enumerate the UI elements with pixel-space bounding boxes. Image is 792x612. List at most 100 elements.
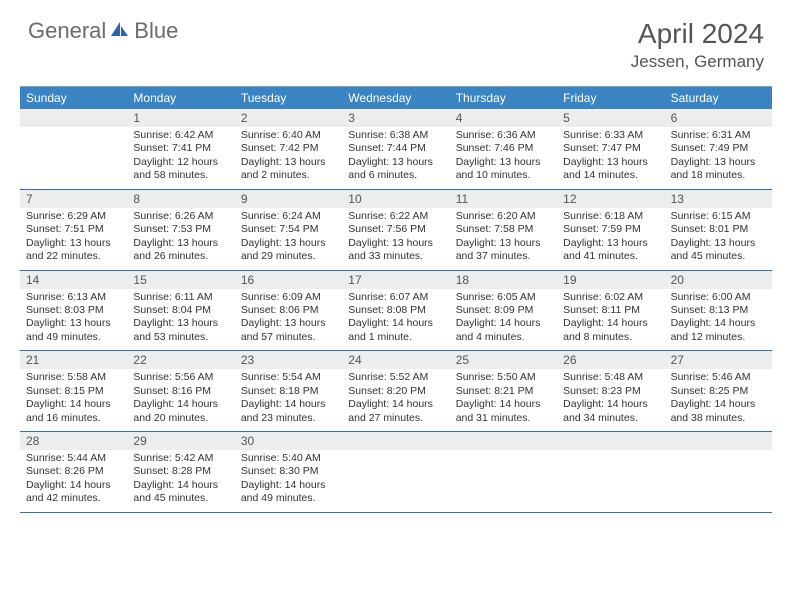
day-number: 12 (557, 190, 664, 208)
calendar: SundayMondayTuesdayWednesdayThursdayFrid… (20, 86, 772, 513)
title-block: April 2024 Jessen, Germany (631, 18, 764, 72)
day-number: 26 (557, 351, 664, 369)
brand-part1: General (28, 18, 106, 44)
daylight-text: Daylight: 13 hours and 2 minutes. (241, 156, 336, 183)
daylight-text: Daylight: 13 hours and 37 minutes. (456, 237, 551, 264)
day-number-row: 78910111213 (20, 190, 772, 208)
day-number: 4 (450, 109, 557, 127)
sail-icon (110, 20, 130, 43)
header: General Blue April 2024 Jessen, Germany (0, 0, 792, 80)
daylight-text: Daylight: 13 hours and 45 minutes. (671, 237, 766, 264)
day-cell: Sunrise: 6:11 AMSunset: 8:04 PMDaylight:… (127, 289, 234, 351)
sunset-text: Sunset: 8:28 PM (133, 465, 228, 478)
day-cell: Sunrise: 6:33 AMSunset: 7:47 PMDaylight:… (557, 127, 664, 189)
month-title: April 2024 (631, 18, 764, 50)
day-cell: Sunrise: 6:40 AMSunset: 7:42 PMDaylight:… (235, 127, 342, 189)
day-cell: Sunrise: 6:02 AMSunset: 8:11 PMDaylight:… (557, 289, 664, 351)
day-cell: Sunrise: 6:09 AMSunset: 8:06 PMDaylight:… (235, 289, 342, 351)
sunset-text: Sunset: 7:53 PM (133, 223, 228, 236)
weekday-header: Friday (557, 87, 664, 109)
day-number: 1 (127, 109, 234, 127)
sunrise-text: Sunrise: 6:26 AM (133, 210, 228, 223)
daylight-text: Daylight: 13 hours and 49 minutes. (26, 317, 121, 344)
daylight-text: Daylight: 13 hours and 10 minutes. (456, 156, 551, 183)
sunset-text: Sunset: 8:08 PM (348, 304, 443, 317)
sunrise-text: Sunrise: 6:33 AM (563, 129, 658, 142)
sunrise-text: Sunrise: 5:44 AM (26, 452, 121, 465)
day-number: 7 (20, 190, 127, 208)
day-number: 29 (127, 432, 234, 450)
daylight-text: Daylight: 13 hours and 41 minutes. (563, 237, 658, 264)
day-cell: Sunrise: 6:07 AMSunset: 8:08 PMDaylight:… (342, 289, 449, 351)
day-number-row: 282930 (20, 432, 772, 450)
sunset-text: Sunset: 8:25 PM (671, 385, 766, 398)
daylight-text: Daylight: 14 hours and 1 minute. (348, 317, 443, 344)
sunrise-text: Sunrise: 6:18 AM (563, 210, 658, 223)
day-number: 18 (450, 271, 557, 289)
sunset-text: Sunset: 7:47 PM (563, 142, 658, 155)
sunrise-text: Sunrise: 6:40 AM (241, 129, 336, 142)
day-number (20, 109, 127, 127)
day-number: 17 (342, 271, 449, 289)
day-cell: Sunrise: 5:56 AMSunset: 8:16 PMDaylight:… (127, 369, 234, 431)
sunset-text: Sunset: 8:13 PM (671, 304, 766, 317)
sunrise-text: Sunrise: 5:42 AM (133, 452, 228, 465)
sunrise-text: Sunrise: 6:09 AM (241, 291, 336, 304)
day-cell: Sunrise: 5:58 AMSunset: 8:15 PMDaylight:… (20, 369, 127, 431)
sunset-text: Sunset: 7:58 PM (456, 223, 551, 236)
day-cell: Sunrise: 5:50 AMSunset: 8:21 PMDaylight:… (450, 369, 557, 431)
sunrise-text: Sunrise: 6:31 AM (671, 129, 766, 142)
day-number (557, 432, 664, 450)
day-number (450, 432, 557, 450)
day-number: 21 (20, 351, 127, 369)
day-number: 6 (665, 109, 772, 127)
sunrise-text: Sunrise: 5:54 AM (241, 371, 336, 384)
sunrise-text: Sunrise: 6:00 AM (671, 291, 766, 304)
day-number: 9 (235, 190, 342, 208)
sunrise-text: Sunrise: 6:29 AM (26, 210, 121, 223)
sunrise-text: Sunrise: 6:05 AM (456, 291, 551, 304)
daylight-text: Daylight: 14 hours and 31 minutes. (456, 398, 551, 425)
sunrise-text: Sunrise: 6:22 AM (348, 210, 443, 223)
weekday-header: Sunday (20, 87, 127, 109)
sunset-text: Sunset: 8:20 PM (348, 385, 443, 398)
sunset-text: Sunset: 7:49 PM (671, 142, 766, 155)
day-number: 19 (557, 271, 664, 289)
day-cell (665, 450, 772, 512)
sunrise-text: Sunrise: 5:50 AM (456, 371, 551, 384)
daylight-text: Daylight: 13 hours and 33 minutes. (348, 237, 443, 264)
day-number: 27 (665, 351, 772, 369)
sunset-text: Sunset: 7:46 PM (456, 142, 551, 155)
day-cell (557, 450, 664, 512)
sunset-text: Sunset: 8:21 PM (456, 385, 551, 398)
day-number: 5 (557, 109, 664, 127)
sunrise-text: Sunrise: 6:15 AM (671, 210, 766, 223)
day-number: 25 (450, 351, 557, 369)
daylight-text: Daylight: 13 hours and 57 minutes. (241, 317, 336, 344)
sunset-text: Sunset: 7:56 PM (348, 223, 443, 236)
day-cell: Sunrise: 6:20 AMSunset: 7:58 PMDaylight:… (450, 208, 557, 270)
week-row: Sunrise: 5:58 AMSunset: 8:15 PMDaylight:… (20, 369, 772, 432)
day-cell: Sunrise: 6:00 AMSunset: 8:13 PMDaylight:… (665, 289, 772, 351)
day-cell (342, 450, 449, 512)
sunrise-text: Sunrise: 6:13 AM (26, 291, 121, 304)
daylight-text: Daylight: 13 hours and 53 minutes. (133, 317, 228, 344)
sunset-text: Sunset: 7:44 PM (348, 142, 443, 155)
day-number: 20 (665, 271, 772, 289)
sunset-text: Sunset: 7:42 PM (241, 142, 336, 155)
weekday-header: Wednesday (342, 87, 449, 109)
day-cell: Sunrise: 5:46 AMSunset: 8:25 PMDaylight:… (665, 369, 772, 431)
daylight-text: Daylight: 14 hours and 27 minutes. (348, 398, 443, 425)
week-row: Sunrise: 6:29 AMSunset: 7:51 PMDaylight:… (20, 208, 772, 271)
daylight-text: Daylight: 14 hours and 34 minutes. (563, 398, 658, 425)
sunset-text: Sunset: 8:26 PM (26, 465, 121, 478)
sunrise-text: Sunrise: 6:11 AM (133, 291, 228, 304)
day-cell: Sunrise: 6:15 AMSunset: 8:01 PMDaylight:… (665, 208, 772, 270)
day-number-row: 14151617181920 (20, 271, 772, 289)
day-number-row: 123456 (20, 109, 772, 127)
sunrise-text: Sunrise: 6:38 AM (348, 129, 443, 142)
sunrise-text: Sunrise: 5:48 AM (563, 371, 658, 384)
day-cell: Sunrise: 6:31 AMSunset: 7:49 PMDaylight:… (665, 127, 772, 189)
sunrise-text: Sunrise: 6:36 AM (456, 129, 551, 142)
daylight-text: Daylight: 13 hours and 29 minutes. (241, 237, 336, 264)
